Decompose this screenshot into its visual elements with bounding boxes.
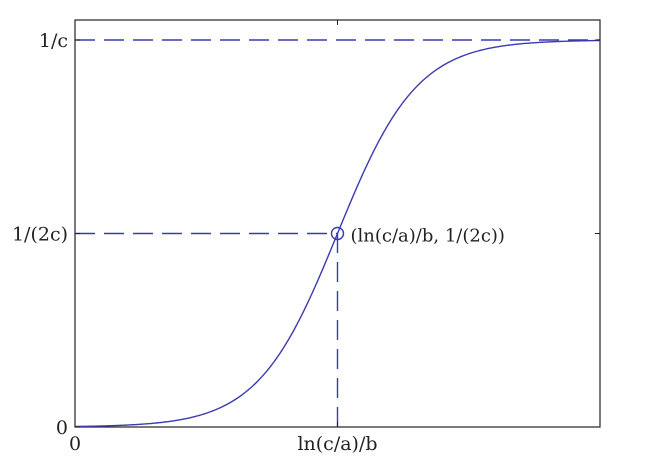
- x-tick-label-0: 0: [69, 433, 81, 455]
- midpoint-marker: [330, 226, 345, 241]
- reference-lines: [75, 39, 600, 427]
- y-tick-label-2: 1/c: [39, 30, 68, 52]
- y-tick-label-1: 1/(2c): [12, 224, 68, 246]
- logistic-curve: [74, 39, 601, 428]
- x-tick-label-1: ln(c/a)/b: [297, 433, 377, 455]
- axis-ticks: 0 1/(2c) 1/c 0 ln(c/a)/b: [12, 20, 600, 455]
- y-tick-label-0: 0: [56, 417, 68, 439]
- midpoint-label: (ln(c/a)/b, 1/(2c)): [351, 226, 505, 247]
